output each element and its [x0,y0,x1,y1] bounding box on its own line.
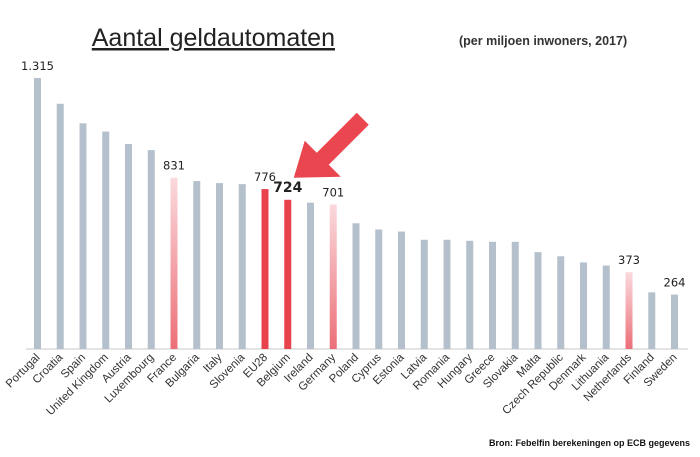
bar-slovenia [238,184,246,349]
bar-denmark [580,262,587,349]
bar-poland [352,223,360,349]
value-label-france: 831 [163,159,185,173]
bar-bulgaria [193,181,201,349]
bar-slovakia [511,241,519,349]
bar-estonia [398,231,405,349]
value-label-eu28: 776 [254,170,276,184]
bar-belgium [284,199,292,349]
bar-finland [648,292,656,349]
bar-ireland [307,202,314,349]
bar-portugal [34,78,41,349]
bar-united-kingdom [102,131,110,349]
bar-romania [443,239,451,349]
bar-lithuania [602,265,610,349]
bar-germany [329,204,337,349]
bar-eu28 [261,189,269,349]
chart-title: Aantal geldautomaten [92,24,335,52]
value-label-germany: 701 [322,186,344,200]
bar-czech-republic [557,256,565,349]
value-label-netherlands: 373 [618,253,640,267]
value-label-sweden: 264 [664,276,686,290]
source-note: Bron: Febelfin berekeningen op ECB gegev… [489,438,690,448]
bar-austria [125,143,132,349]
bar-greece [489,241,496,349]
bar-malta [534,252,542,349]
bar-hungary [466,240,474,349]
annotation-arrow [293,112,369,178]
bar-france [170,177,178,349]
bar-italy [216,183,223,349]
bar-luxembourg [147,150,155,349]
value-label-belgium: 724 [273,180,302,196]
bar-spain [79,123,87,349]
bar-netherlands [625,272,633,349]
bar-sweden [671,294,678,349]
annotation-group [293,112,369,178]
bar-latvia [420,239,428,349]
bars-group [34,78,678,349]
bar-croatia [56,103,64,349]
chart-subtitle: (per miljoen inwoners, 2017) [459,34,627,48]
value-label-portugal: 1.315 [21,59,54,73]
bar-cyprus [375,229,383,349]
